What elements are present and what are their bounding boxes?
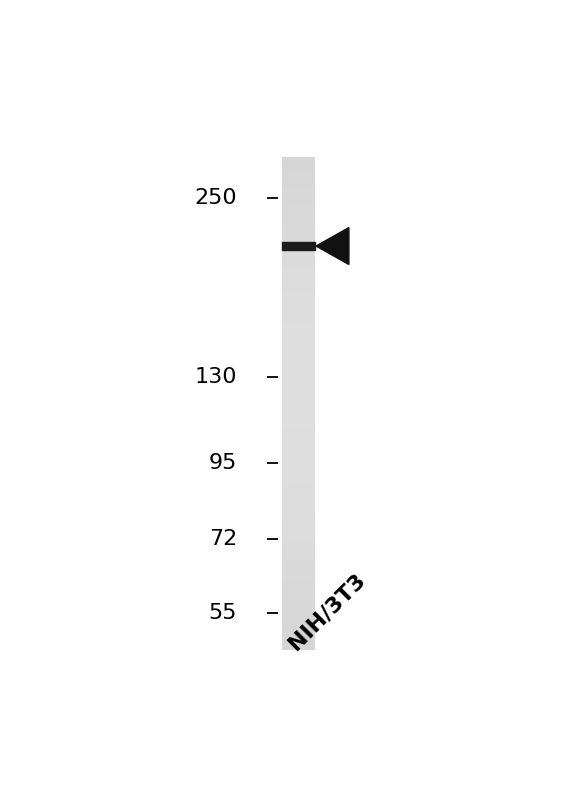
Text: 130: 130 [194,367,237,387]
Bar [282,242,315,250]
Text: NIH/3T3: NIH/3T3 [284,569,368,654]
Text: 95: 95 [208,454,237,474]
Polygon shape [316,227,349,265]
Text: 72: 72 [209,530,237,550]
Text: 250: 250 [194,188,237,208]
Text: 55: 55 [208,603,237,623]
